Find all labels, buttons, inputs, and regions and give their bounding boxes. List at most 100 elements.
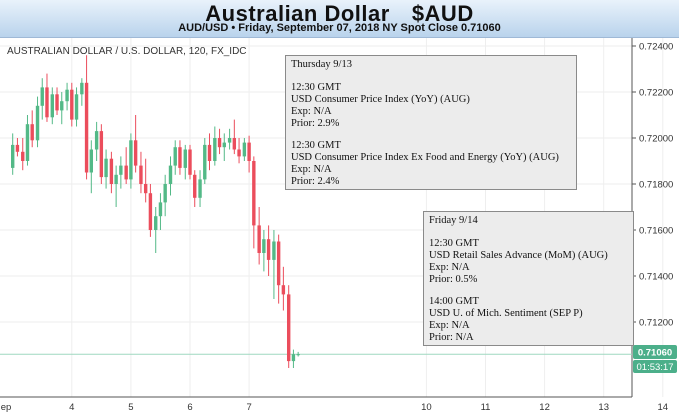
header-banner: Australian Dollar $AUD AUD/USD • Friday, …	[0, 0, 679, 38]
candle-body	[74, 94, 79, 120]
event-prior: Prior: 2.4%	[291, 176, 340, 187]
candle-up	[222, 133, 226, 161]
banner-title-ticker: $AUD	[411, 1, 474, 26]
candle-down	[148, 184, 153, 237]
candle-up	[35, 96, 40, 148]
candle-body	[286, 294, 291, 362]
candle-body	[262, 239, 266, 253]
x-tick-label: 7	[246, 402, 251, 413]
candle-down	[45, 73, 49, 122]
candle-up	[296, 351, 300, 357]
candle-body	[257, 225, 261, 253]
candle-down	[252, 156, 256, 249]
candle-up	[173, 140, 177, 175]
candle-up	[183, 144, 187, 180]
event-name: USD Retail Sales Advance (MoM) (AUG)	[429, 250, 608, 261]
event-time: 12:30 GMT	[429, 238, 479, 249]
price-tag: 0.71060	[633, 345, 677, 359]
candle-up	[291, 349, 296, 368]
banner-title: Australian Dollar $AUD	[0, 1, 679, 27]
candle-down	[15, 138, 20, 157]
candle-body	[296, 354, 300, 356]
candle-up	[50, 87, 54, 125]
candle-body	[222, 142, 226, 148]
y-axis-ticks: 0.72400 0.72200 0.72000 0.71800 0.71600 0.714…	[632, 42, 673, 329]
x-tick-label: 5	[128, 402, 133, 413]
x-tick-label: 14	[658, 402, 669, 413]
candle-body	[124, 165, 128, 180]
candle-down	[193, 170, 197, 207]
candle-down	[281, 266, 286, 311]
candle-body	[119, 165, 123, 175]
candle-up	[74, 87, 79, 127]
y-tick-label: 0.71200	[639, 318, 673, 329]
candle-body	[242, 142, 247, 157]
candle-up	[94, 121, 99, 161]
x-tick-label: 10	[421, 402, 432, 413]
x-axis-ticks: ep45671011121314151617	[1, 402, 669, 413]
candle-down	[286, 285, 291, 368]
candle-down	[143, 158, 148, 203]
candle-body	[213, 138, 217, 161]
event-prior: Prior: 2.9%	[291, 118, 340, 129]
candle-up	[80, 78, 84, 106]
candle-body	[266, 239, 271, 260]
candle-up	[114, 165, 118, 207]
banner-subtitle: AUD/USD • Friday, September 07, 2018 NY …	[178, 22, 501, 34]
candle-body	[50, 94, 54, 118]
candle-body	[55, 94, 59, 111]
candle-body	[109, 158, 114, 184]
event-name: USD U. of Mich. Sentiment (SEP P)	[429, 308, 583, 319]
candle-up	[89, 140, 94, 194]
candle-body	[99, 131, 104, 178]
candle-body	[188, 149, 192, 175]
candle-body	[252, 161, 256, 226]
y-tick-label: 0.72400	[639, 42, 673, 53]
x-tick-label: 13	[598, 402, 609, 413]
candle-body	[40, 87, 44, 106]
candle-body	[70, 89, 74, 120]
candle-up	[65, 82, 69, 111]
event-name: USD Consumer Price Index Ex Food and Ene…	[291, 152, 559, 163]
candle-up	[104, 149, 108, 189]
candle-up	[154, 207, 158, 253]
candle-down	[109, 151, 114, 194]
candle-up	[11, 133, 15, 175]
candle-body	[104, 158, 108, 178]
event-time: 14:00 GMT	[429, 296, 479, 307]
event-item: 12:30 GMT USD Retail Sales Advance (MoM)…	[429, 238, 628, 286]
candle-body	[15, 144, 20, 152]
event-prior: Prior: N/A	[429, 332, 474, 343]
candle-up	[203, 138, 207, 184]
event-item: 12:30 GMT USD Consumer Price Index Ex Fo…	[291, 140, 571, 188]
candle-body	[148, 193, 153, 230]
candle-body	[30, 124, 34, 141]
candle-body	[291, 354, 296, 362]
event-exp: Exp: N/A	[429, 320, 470, 331]
candle-down	[84, 55, 89, 180]
candle-up	[25, 115, 30, 166]
candle-body	[237, 149, 241, 157]
countdown-tag-bg	[633, 360, 677, 373]
candle-down	[133, 115, 138, 173]
candle-body	[84, 82, 89, 173]
y-tick-label: 0.72000	[639, 134, 673, 145]
x-tick-label: 4	[69, 402, 74, 413]
candle-body	[281, 285, 286, 295]
candle-body	[94, 131, 99, 150]
candle-body	[193, 174, 197, 198]
candle-body	[232, 138, 237, 150]
event-exp: Exp: N/A	[291, 106, 332, 117]
candle-down	[232, 119, 237, 155]
candle-up	[158, 193, 163, 230]
y-tick-label: 0.71600	[639, 226, 673, 237]
candle-up	[163, 174, 167, 217]
candle-body	[203, 144, 207, 180]
candle-down	[70, 82, 74, 127]
candle-body	[143, 184, 148, 194]
y-tick-label: 0.71800	[639, 180, 673, 191]
candle-body	[276, 241, 281, 286]
candle-body	[158, 202, 163, 217]
candle-down	[99, 124, 104, 184]
